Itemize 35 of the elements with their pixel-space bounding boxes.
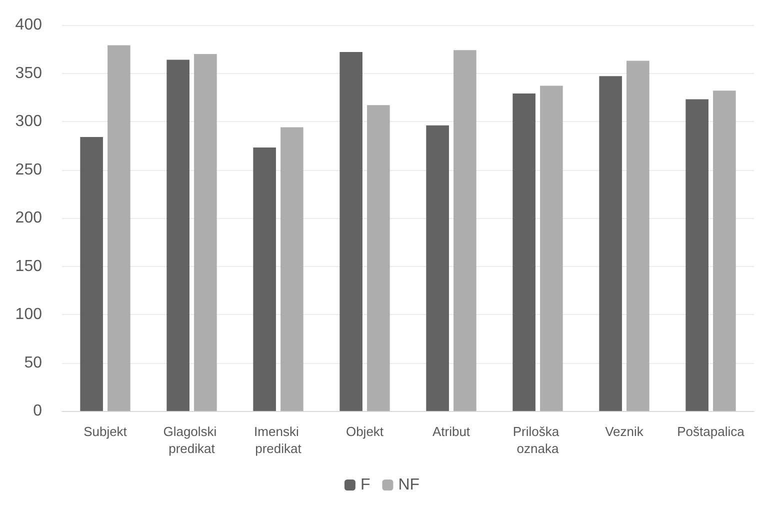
- legend-label: F: [360, 476, 370, 494]
- bar: [166, 60, 190, 411]
- y-tick-label: 250: [15, 161, 42, 178]
- x-tick-label: Atribut: [432, 424, 470, 439]
- x-tick-label: Subjekt: [84, 424, 128, 439]
- legend-label: NF: [398, 476, 420, 494]
- bar: [713, 90, 736, 411]
- y-tick-label: 300: [15, 113, 42, 130]
- bar: [367, 105, 390, 411]
- y-tick-label: 50: [24, 354, 42, 372]
- bar: [454, 50, 476, 411]
- bar: [280, 127, 304, 411]
- x-tick-label: Priloška oznaka: [512, 424, 563, 456]
- bar: [194, 54, 217, 411]
- x-tick-label: Objekt: [346, 424, 384, 439]
- bar: [540, 86, 563, 411]
- bar: [80, 136, 103, 411]
- bar: [512, 94, 536, 411]
- bar: [108, 45, 130, 411]
- y-tick-label: 100: [15, 306, 42, 323]
- y-tick-label: 400: [15, 16, 42, 34]
- bar: [686, 99, 708, 411]
- bar: [426, 125, 449, 411]
- y-tick-label: 350: [15, 64, 42, 82]
- x-tick-label: Veznik: [605, 424, 644, 439]
- y-tick-label: 150: [15, 258, 42, 275]
- bar: [253, 148, 276, 411]
- bar: [599, 76, 622, 411]
- x-tick-label: Glagolski predikat: [163, 424, 220, 456]
- x-tick-label: Imenski predikat: [254, 424, 302, 456]
- x-tick-label: Poštapalica: [677, 424, 746, 439]
- y-tick-label: 0: [33, 402, 42, 420]
- bar: [626, 60, 650, 411]
- y-tick-label: 200: [15, 210, 42, 226]
- bar: [340, 52, 362, 411]
